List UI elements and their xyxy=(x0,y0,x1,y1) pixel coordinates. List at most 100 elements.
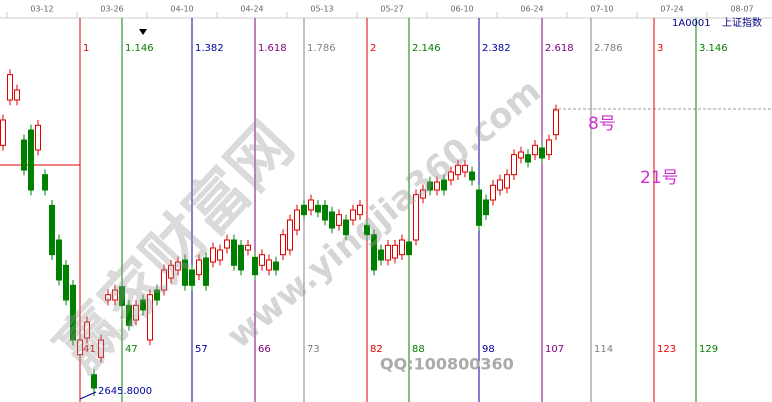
candle-body xyxy=(462,164,468,173)
candle-body xyxy=(532,144,538,156)
candle-body xyxy=(98,339,104,358)
fib-count: 57 xyxy=(195,344,208,355)
candle-body xyxy=(182,259,188,286)
candle-body xyxy=(21,139,27,171)
candle-body xyxy=(189,269,195,286)
candle-body xyxy=(56,239,62,281)
candle-body xyxy=(147,294,153,341)
candle-body xyxy=(14,89,20,101)
annotation: 21号 xyxy=(640,168,679,188)
candle-body xyxy=(196,259,202,276)
candle-body xyxy=(70,284,76,341)
candle-body xyxy=(154,289,160,301)
fib-ratio: 1.618 xyxy=(258,43,287,54)
fib-count: 47 xyxy=(125,344,138,355)
candle-body xyxy=(210,247,216,263)
candle-body xyxy=(280,234,286,256)
fib-count: 73 xyxy=(307,344,320,355)
candle-body xyxy=(518,151,524,159)
date-label: 03-12 xyxy=(30,5,53,14)
candle-body xyxy=(441,179,447,191)
candle-body xyxy=(161,269,167,291)
candle-body xyxy=(539,147,545,159)
date-label: 08-07 xyxy=(730,5,753,14)
date-label: 05-27 xyxy=(380,5,403,14)
candle-body xyxy=(329,211,335,229)
candle-body xyxy=(126,304,132,326)
fib-ratio: 1.786 xyxy=(307,43,336,54)
candle-body xyxy=(203,257,209,286)
fib-lines: 1 41 1.146 47 1.382 57 1.618 66 1.786 73 2 82 2.146 8… xyxy=(79,18,728,402)
candle-body xyxy=(231,239,237,266)
date-label: 06-24 xyxy=(520,5,543,14)
watermark: www.yingjia360.com xyxy=(219,71,548,356)
date-label: 04-10 xyxy=(170,5,193,14)
candle-body xyxy=(371,234,377,271)
fib-count: 123 xyxy=(657,344,676,355)
candle-body xyxy=(511,154,517,176)
candle-body xyxy=(455,164,461,176)
fib-ratio: 3 xyxy=(657,43,663,54)
candle-body xyxy=(259,254,265,266)
candle-body xyxy=(42,174,48,191)
candle-body xyxy=(140,299,146,311)
candle-body xyxy=(469,171,475,181)
fib-ratio: 1.382 xyxy=(195,43,224,54)
fib-ratio: 2.146 xyxy=(412,43,441,54)
candle-body xyxy=(497,179,503,191)
low-label: 2645.8000 xyxy=(98,386,152,397)
fib-count: 41 xyxy=(83,344,96,355)
candle-body xyxy=(483,199,489,216)
fib-count: 129 xyxy=(699,344,718,355)
candle-body xyxy=(84,321,90,339)
candle-body xyxy=(168,264,174,279)
candle-body xyxy=(504,174,510,189)
fib-count: 66 xyxy=(258,344,271,355)
fib-ratio: 2 xyxy=(370,43,376,54)
candle-body xyxy=(476,189,482,226)
candle-body xyxy=(112,289,118,301)
candle-body xyxy=(245,244,251,251)
candle-body xyxy=(217,249,223,261)
candle-body xyxy=(119,286,125,306)
fib-count: 88 xyxy=(412,344,425,355)
fib-ratio: 3.146 xyxy=(699,43,728,54)
candle-body xyxy=(63,264,69,301)
candle-body xyxy=(133,304,139,321)
fib-ratio: 1.146 xyxy=(125,43,154,54)
candle-body xyxy=(308,199,314,211)
candle-body xyxy=(287,219,293,251)
date-label: 03-26 xyxy=(100,5,123,14)
candle-body xyxy=(385,244,391,261)
candle-body xyxy=(434,181,440,191)
fib-ratio: 1 xyxy=(83,43,89,54)
candle-body xyxy=(399,239,405,256)
low-pointer xyxy=(79,391,97,400)
index-name: 上证指数 xyxy=(722,16,762,29)
candle-body xyxy=(266,259,272,271)
candle-body xyxy=(392,244,398,259)
candle-body xyxy=(301,204,307,216)
candle-body xyxy=(294,209,300,231)
candle-body xyxy=(35,124,41,151)
candle-body xyxy=(350,209,356,221)
candle-body xyxy=(343,219,349,236)
fib-count: 107 xyxy=(545,344,564,355)
candle-body xyxy=(238,244,244,271)
candle-body xyxy=(315,204,321,213)
watermark: QQ:100800360 xyxy=(380,355,514,374)
candle-body xyxy=(175,261,181,271)
candle-body xyxy=(224,239,230,249)
candle-body xyxy=(427,181,433,191)
candle-body xyxy=(105,294,111,301)
candle-body xyxy=(413,194,419,241)
candle-body xyxy=(525,154,531,163)
candle-body xyxy=(490,184,496,201)
candle-body xyxy=(77,339,83,356)
fib-ratio: 2.618 xyxy=(545,43,574,54)
candle-body xyxy=(336,214,342,226)
candle-body xyxy=(448,171,454,181)
candle-body xyxy=(420,189,426,199)
candle-body xyxy=(322,204,328,221)
candle-body xyxy=(91,374,97,389)
